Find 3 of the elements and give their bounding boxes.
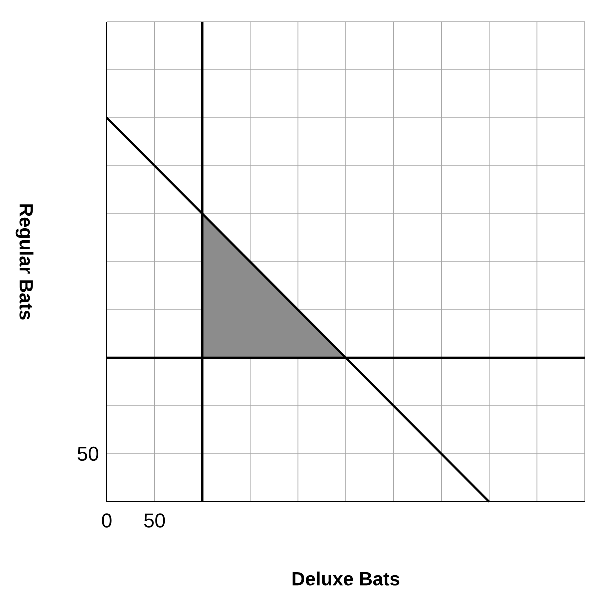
y-axis-title: Regular Bats <box>16 204 34 320</box>
x-axis-title: Deluxe Bats <box>292 572 400 586</box>
x-tick-label: 0 <box>102 514 112 528</box>
